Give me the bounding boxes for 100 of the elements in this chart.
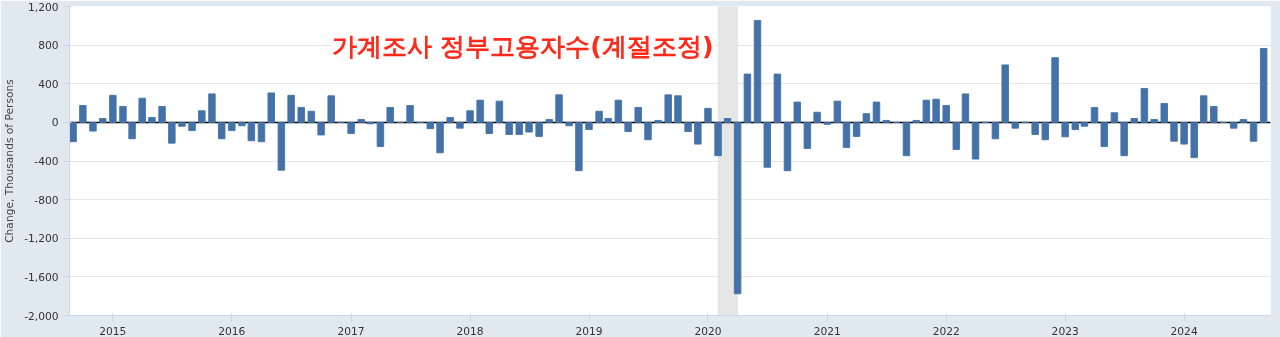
bar	[733, 121, 742, 295]
bar	[694, 121, 702, 145]
bar	[98, 118, 107, 123]
bar	[1239, 118, 1248, 123]
bar	[317, 121, 325, 136]
bar	[208, 93, 216, 123]
bar	[922, 99, 931, 123]
bar	[1090, 106, 1099, 123]
bar	[525, 121, 533, 133]
bar	[585, 121, 593, 131]
bar	[684, 121, 692, 133]
x-tick-label: 2017	[337, 324, 365, 337]
x-tick-label: 2018	[456, 324, 484, 337]
bar	[1180, 121, 1188, 145]
bar	[743, 73, 752, 123]
bar	[505, 121, 513, 135]
bar	[714, 121, 722, 157]
y-tick-label: -1,600	[24, 270, 59, 284]
bar	[1130, 118, 1139, 123]
bar	[188, 121, 196, 132]
bar	[1031, 121, 1039, 135]
bar	[287, 94, 295, 123]
bar	[1199, 95, 1208, 123]
bar	[406, 104, 414, 123]
x-tick-label: 2016	[218, 324, 246, 337]
x-tick-label: 2019	[575, 324, 603, 337]
bar	[971, 121, 980, 160]
bar	[555, 94, 563, 123]
bar	[198, 110, 206, 123]
bar	[793, 101, 802, 123]
bar	[624, 121, 632, 133]
bar	[158, 105, 166, 123]
bar	[79, 104, 87, 123]
bar	[664, 94, 672, 123]
bar	[1229, 121, 1238, 129]
bar	[644, 121, 652, 141]
bar	[575, 121, 583, 172]
bar	[991, 121, 1000, 140]
bar	[466, 110, 474, 123]
bar	[1259, 48, 1268, 123]
bar	[1100, 121, 1109, 148]
bar	[89, 121, 97, 132]
bar	[1160, 103, 1169, 123]
x-tick-label: 2022	[932, 324, 960, 337]
bar	[535, 121, 543, 137]
bar	[138, 97, 146, 123]
bar	[1150, 118, 1158, 123]
bar	[634, 106, 642, 123]
bar	[565, 121, 573, 127]
bar	[1249, 121, 1258, 142]
bar	[674, 95, 682, 123]
bar	[862, 113, 871, 123]
bar	[376, 121, 385, 148]
bar	[833, 100, 842, 123]
bar	[436, 121, 444, 154]
x-tick-label: 2021	[813, 324, 841, 337]
bar	[307, 110, 316, 123]
bar	[297, 106, 305, 123]
bar	[1140, 88, 1149, 123]
y-tick-label: -1,200	[24, 232, 59, 246]
bar	[1061, 121, 1069, 138]
bar	[446, 117, 454, 123]
bar	[217, 121, 226, 140]
bar	[942, 104, 950, 123]
bar	[178, 121, 186, 127]
bar	[723, 118, 732, 123]
bar	[813, 111, 821, 123]
bar	[69, 121, 77, 143]
bar	[1051, 57, 1059, 123]
bar	[327, 95, 335, 123]
x-tick-label: 2020	[694, 324, 722, 337]
bar	[1011, 121, 1020, 129]
bar	[1041, 121, 1050, 141]
text: 가계조사 정부고용자수(계절조정)	[331, 30, 714, 61]
bar	[952, 121, 961, 150]
bar	[803, 121, 812, 149]
bar	[932, 98, 940, 123]
x-tick-label: 2024	[1170, 324, 1198, 337]
y-tick-label: 1,200	[27, 0, 59, 14]
bar	[1210, 105, 1218, 123]
y-tick-label: -400	[34, 155, 59, 168]
bar	[763, 121, 772, 168]
y-tick-label: 800	[38, 39, 59, 53]
y-tick-label: -2,000	[24, 309, 59, 323]
bar	[842, 121, 851, 148]
bar	[783, 121, 792, 172]
bar	[614, 99, 623, 123]
bar	[1001, 64, 1009, 123]
bar	[168, 121, 176, 144]
bar	[1170, 121, 1178, 142]
y-axis-title: Change, Thousands of Persons	[3, 78, 17, 243]
bar	[386, 106, 394, 123]
x-tick-label: 2015	[99, 324, 127, 337]
bar	[1110, 112, 1119, 123]
bar	[456, 121, 464, 129]
y-tick-label: -800	[34, 193, 59, 207]
bar	[704, 107, 712, 123]
bar	[961, 93, 970, 123]
bar	[109, 94, 117, 123]
bar	[545, 118, 554, 123]
